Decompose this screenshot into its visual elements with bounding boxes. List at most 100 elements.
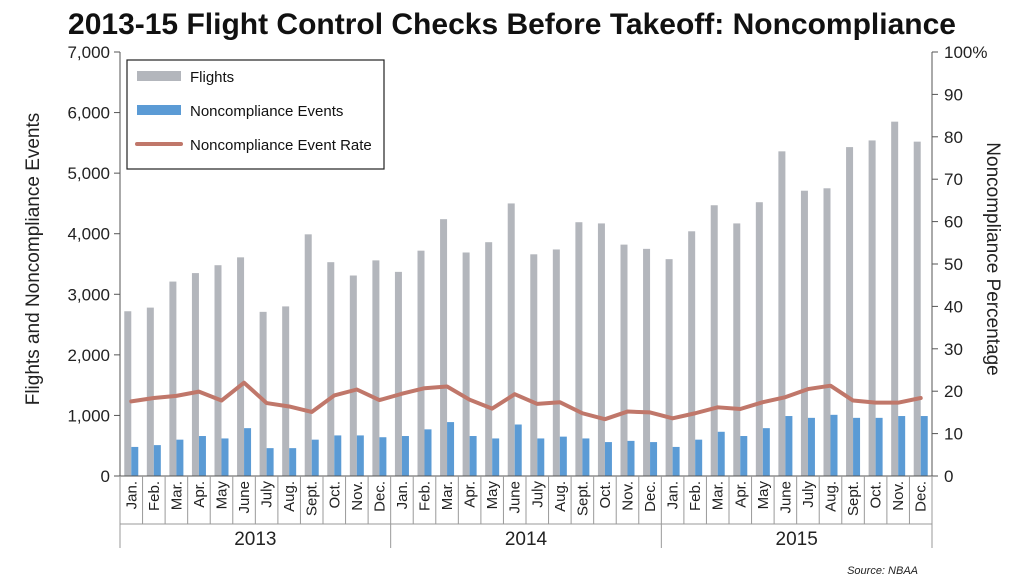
noncompliance-events-bar xyxy=(559,436,567,476)
noncompliance-events-bar xyxy=(289,448,297,476)
noncompliance-events-bar xyxy=(198,436,206,476)
noncompliance-events-bar xyxy=(334,435,342,476)
noncompliance-events-bar xyxy=(740,436,748,476)
flights-bar xyxy=(394,271,402,476)
noncompliance-events-bar xyxy=(785,416,793,476)
month-tick-label: Oct. xyxy=(326,481,343,509)
flights-bar xyxy=(237,257,245,476)
chart-title: 2013-15 Flight Control Checks Before Tak… xyxy=(68,8,956,41)
right-y-tick-label: 10 xyxy=(944,425,963,444)
left-y-tick-label: 1,000 xyxy=(67,406,110,425)
flights-bar xyxy=(259,311,267,476)
noncompliance-events-bar xyxy=(176,439,184,476)
month-tick-label: July xyxy=(529,481,546,508)
month-tick-label: Aug. xyxy=(552,481,569,512)
month-tick-label: Oct. xyxy=(868,481,885,509)
month-tick-label: June xyxy=(236,481,253,514)
right-y-tick-label: 30 xyxy=(944,340,963,359)
left-y-tick-label: 2,000 xyxy=(67,346,110,365)
month-tick-label: Mar. xyxy=(168,481,185,510)
noncompliance-events-bar xyxy=(424,429,432,476)
noncompliance-events-bar xyxy=(650,442,658,476)
right-y-tick-label: 20 xyxy=(944,382,963,401)
source-note: Source: NBAA xyxy=(847,565,918,577)
month-tick-label: May xyxy=(214,481,231,510)
month-tick-label: Aug. xyxy=(823,481,840,512)
noncompliance-events-bar xyxy=(537,438,545,476)
legend-label: Flights xyxy=(190,69,234,86)
noncompliance-events-bar xyxy=(379,437,387,476)
noncompliance-events-bar xyxy=(830,414,838,476)
right-y-tick-label: 60 xyxy=(944,213,963,232)
left-y-axis-label: Flights and Noncompliance Events xyxy=(23,113,44,406)
flights-bar xyxy=(868,140,876,476)
month-tick-label: Feb. xyxy=(146,481,163,511)
month-tick-label: Nov. xyxy=(349,481,366,511)
month-tick-label: Jan. xyxy=(123,481,140,509)
flights-bar xyxy=(440,219,448,476)
month-tick-label: May xyxy=(484,481,501,510)
month-tick-label: Sept. xyxy=(845,481,862,516)
month-tick-label: Jan. xyxy=(665,481,682,509)
month-tick-label: Apr. xyxy=(462,481,479,508)
right-y-tick-label: 70 xyxy=(944,170,963,189)
noncompliance-events-bars xyxy=(131,414,928,476)
flights-bar xyxy=(214,265,222,476)
flights-bar xyxy=(665,259,673,476)
noncompliance-events-bar xyxy=(311,439,319,476)
flights-bar xyxy=(620,244,628,476)
left-y-tick-label: 7,000 xyxy=(67,43,110,62)
flights-bar xyxy=(372,260,380,476)
flights-bar xyxy=(349,275,357,476)
noncompliance-events-bar xyxy=(131,446,139,476)
month-tick-label: Feb. xyxy=(417,481,434,511)
noncompliance-events-bar xyxy=(695,439,703,476)
legend-label: Noncompliance Events xyxy=(190,103,343,120)
flights-bar xyxy=(710,205,718,476)
month-tick-label: Apr. xyxy=(732,481,749,508)
left-y-tick-label: 5,000 xyxy=(67,164,110,183)
month-tick-label: Dec. xyxy=(371,481,388,512)
flights-bar xyxy=(643,248,651,476)
right-y-tick-label: 0 xyxy=(944,467,953,486)
noncompliance-events-bar xyxy=(401,436,409,476)
flights-bar xyxy=(417,250,425,476)
flights-bar xyxy=(755,202,763,476)
flights-bar xyxy=(304,234,312,476)
flights-bar xyxy=(913,141,921,476)
right-y-axis-label: Noncompliance Percentage xyxy=(982,142,1003,375)
month-tick-label: Apr. xyxy=(191,481,208,508)
flights-bar xyxy=(327,262,335,476)
noncompliance-events-bar xyxy=(627,440,635,476)
year-label: 2014 xyxy=(505,529,548,550)
month-tick-label: Mar. xyxy=(439,481,456,510)
month-tick-label: Dec. xyxy=(642,481,659,512)
flights-bar xyxy=(575,222,583,476)
noncompliance-events-bar xyxy=(920,416,928,476)
left-y-tick-labels: 0 1,000 2,000 3,000 4,000 5,000 6,000 7,000 xyxy=(67,43,120,486)
month-tick-label: June xyxy=(777,481,794,514)
legend: Flights Noncompliance Events Noncompliance… xyxy=(126,59,385,170)
noncompliance-events-bar xyxy=(492,438,500,476)
left-y-tick-label: 3,000 xyxy=(67,285,110,304)
flights-bar xyxy=(688,231,696,476)
noncompliance-events-bar xyxy=(762,428,770,476)
flights-bar xyxy=(733,223,741,476)
month-tick-label: Aug. xyxy=(281,481,298,512)
year-labels: 2013 2014 2015 xyxy=(119,523,933,550)
flights-bar xyxy=(507,203,515,476)
month-tick-labels: Jan. Feb. Mar. Apr. May June July Aug. Sept. Oct.… xyxy=(119,476,933,524)
noncompliance-events-bar xyxy=(717,431,725,476)
flights-bar xyxy=(282,306,290,476)
flights-bar xyxy=(597,223,605,476)
right-y-tick-labels: 0 10 20 30 40 50 60 70 80 90 100% xyxy=(932,43,987,486)
month-tick-label: Oct. xyxy=(597,481,614,509)
noncompliance-events-bar xyxy=(898,416,906,476)
month-tick-label: Sept. xyxy=(304,481,321,516)
flights-bar xyxy=(146,307,154,476)
noncompliance-events-bar xyxy=(875,417,883,476)
month-tick-label: Nov. xyxy=(620,481,637,511)
right-y-tick-label: 80 xyxy=(944,128,963,147)
flights-bar xyxy=(485,242,493,476)
